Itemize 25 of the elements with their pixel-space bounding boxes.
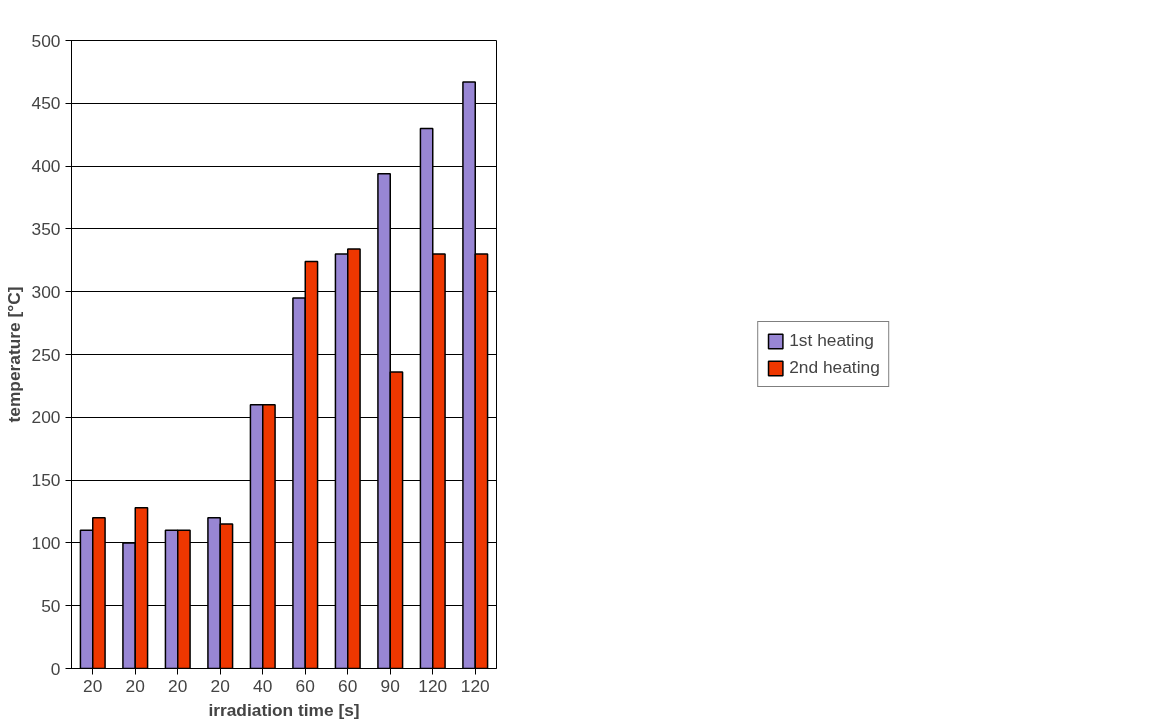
x-tick-label: 20 (168, 675, 188, 696)
legend-label: 2nd heating (789, 357, 880, 378)
x-axis-title: irradiation time [s] (208, 699, 360, 720)
x-tick-label: 120 (418, 675, 448, 696)
y-axis-title: temperature [°C] (3, 286, 24, 423)
x-tick-label: 60 (295, 675, 315, 696)
y-tick-label: 150 (31, 470, 61, 491)
y-tick-label: 350 (31, 218, 61, 239)
x-tick-label: 20 (125, 675, 145, 696)
y-tick-label: 50 (41, 595, 61, 616)
y-tick-label: 400 (31, 156, 61, 177)
x-tick-label: 60 (338, 675, 358, 696)
y-tick-label: 0 (50, 658, 61, 679)
y-tick-label: 450 (31, 93, 61, 114)
y-tick-label: 250 (31, 344, 61, 365)
legend-label: 1st heating (789, 330, 874, 351)
y-tick-label: 200 (31, 407, 61, 428)
y-tick-label: 100 (31, 532, 61, 553)
x-tick-label: 120 (460, 675, 490, 696)
x-tick-label: 40 (253, 675, 273, 696)
x-tick-label: 20 (83, 675, 103, 696)
y-tick-label: 300 (31, 281, 61, 302)
x-tick-label: 90 (380, 675, 400, 696)
y-tick-label: 500 (31, 30, 61, 51)
x-tick-label: 20 (210, 675, 230, 696)
